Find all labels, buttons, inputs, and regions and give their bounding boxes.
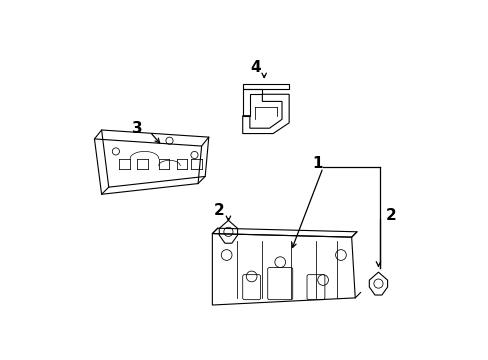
Text: 4: 4 (249, 60, 260, 75)
Text: 1: 1 (312, 157, 323, 171)
Text: 3: 3 (132, 121, 142, 136)
Text: 2: 2 (385, 208, 396, 223)
Text: 2: 2 (214, 203, 224, 218)
